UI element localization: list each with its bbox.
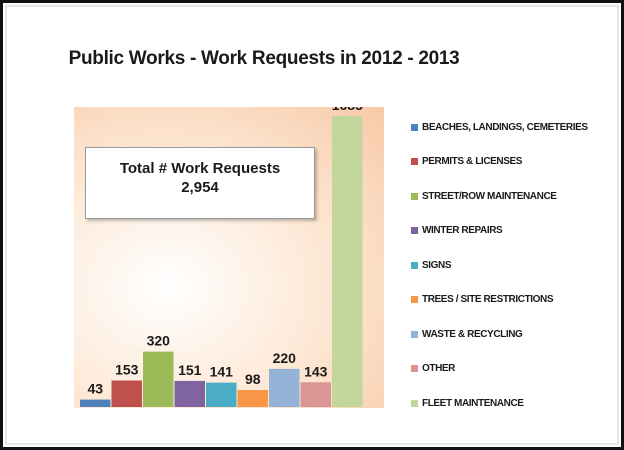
bar-8	[300, 382, 331, 407]
legend-label: WASTE & RECYCLING	[422, 328, 523, 340]
data-label-5: 141	[210, 364, 234, 380]
bar-6	[237, 390, 268, 407]
data-label-6: 98	[245, 371, 261, 387]
bar-2	[111, 380, 142, 407]
legend-label: TREES / SITE RESTRICTIONS	[422, 294, 554, 305]
legend-item-9: FLEET MAINTENANCE	[411, 396, 524, 410]
legend-swatch	[411, 365, 418, 372]
total-annotation-value: 2,954	[181, 179, 219, 196]
bar-7	[269, 368, 300, 407]
legend-swatch	[411, 261, 418, 269]
bar-plot: 43 153 320 151 141 98 220 143 1685	[80, 107, 363, 407]
legend-label: WINTER REPAIRS	[422, 225, 503, 236]
legend-item-3: STREET/ROW MAINTENANCE	[411, 189, 557, 203]
legend-label: FLEET MAINTENANCE	[422, 397, 524, 409]
legend-swatch	[411, 192, 418, 200]
bar-3	[143, 351, 174, 407]
data-label-3: 320	[147, 333, 171, 349]
legend-label: SIGNS	[422, 259, 452, 271]
data-label-1: 43	[88, 381, 104, 397]
bar-5	[206, 382, 237, 407]
bar-9	[332, 116, 363, 407]
bar-4	[174, 380, 205, 407]
legend-item-1: BEACHES, LANDINGS, CEMETERIES	[411, 120, 588, 134]
data-label-8: 143	[304, 363, 328, 379]
data-label-9: 1685	[332, 107, 363, 113]
legend-item-2: PERMITS & LICENSES	[411, 155, 522, 169]
total-annotation-label: Total # Work Requests	[119, 160, 281, 177]
bar-1	[80, 399, 111, 407]
legend-label: STREET/ROW MAINTENANCE	[422, 190, 557, 202]
legend-swatch	[411, 296, 418, 303]
legend-item-6: TREES / SITE RESTRICTIONS	[411, 293, 554, 307]
legend-item-8: OTHER	[411, 362, 455, 376]
legend-swatch	[411, 158, 418, 165]
legend-item-5: SIGNS	[411, 258, 452, 272]
legend-swatch	[411, 227, 418, 234]
total-annotation-box: Total # Work Requests 2,954	[85, 147, 315, 219]
legend-swatch	[411, 330, 418, 338]
legend-label: OTHER	[422, 363, 456, 374]
legend-item-7: WASTE & RECYCLING	[411, 327, 523, 341]
data-label-2: 153	[115, 362, 139, 378]
legend-item-4: WINTER REPAIRS	[411, 224, 503, 238]
chart-title: Public Works - Work Requests in 2012 - 2…	[68, 48, 460, 69]
data-label-7: 220	[273, 350, 297, 366]
data-label-4: 151	[178, 362, 202, 378]
legend-swatch	[411, 123, 418, 131]
legend-label: BEACHES, LANDINGS, CEMETERIES	[422, 121, 588, 133]
legend-swatch	[411, 399, 418, 407]
legend-label: PERMITS & LICENSES	[422, 156, 523, 167]
